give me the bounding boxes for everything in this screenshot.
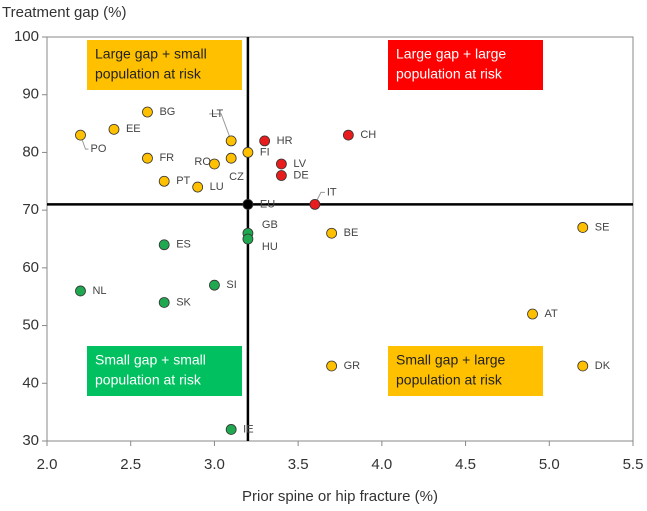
point bbox=[225, 424, 237, 435]
point bbox=[158, 239, 170, 251]
point-label: DE bbox=[293, 169, 308, 181]
point bbox=[326, 360, 338, 372]
y-tick-label: 100 bbox=[14, 28, 39, 45]
point-label: BE bbox=[344, 227, 359, 239]
point-label: GB bbox=[262, 219, 278, 231]
y-tick-label: 50 bbox=[22, 317, 39, 334]
quadrant-label: population at risk bbox=[396, 66, 503, 82]
point bbox=[577, 360, 589, 372]
point-label: DK bbox=[595, 360, 611, 372]
x-tick-label: 3.5 bbox=[288, 456, 309, 473]
quadrant-label: Small gap + large bbox=[396, 352, 506, 368]
x-tick-label: 2.5 bbox=[120, 456, 141, 473]
point bbox=[75, 285, 86, 297]
x-tick-label: 4.0 bbox=[371, 456, 392, 473]
point-label: SK bbox=[176, 296, 191, 308]
quadrant-box bbox=[388, 346, 543, 396]
point-label: IE bbox=[243, 423, 253, 435]
point bbox=[108, 123, 120, 135]
y-tick-label: 90 bbox=[22, 86, 39, 103]
y-tick-label: 30 bbox=[22, 432, 39, 449]
point bbox=[275, 158, 287, 170]
point bbox=[158, 175, 170, 187]
point bbox=[577, 222, 589, 233]
point bbox=[259, 135, 271, 147]
point bbox=[225, 135, 237, 147]
x-tick-label: 5.5 bbox=[623, 456, 644, 473]
y-axis-title: Treatment gap (%) bbox=[2, 4, 127, 21]
point-label: EU bbox=[260, 198, 275, 210]
label-leader bbox=[209, 113, 232, 142]
point bbox=[342, 129, 354, 141]
point bbox=[225, 152, 237, 164]
point-label: LT bbox=[211, 108, 223, 120]
x-tick-label: 2.0 bbox=[37, 456, 58, 473]
x-tick-label: 3.0 bbox=[204, 456, 225, 473]
point-label: HR bbox=[277, 135, 293, 147]
point-label: ES bbox=[176, 239, 191, 251]
point bbox=[326, 227, 338, 239]
point bbox=[242, 198, 254, 210]
point-label: LV bbox=[293, 158, 306, 170]
x-tick-label: 4.5 bbox=[455, 456, 476, 473]
point bbox=[75, 129, 86, 141]
point bbox=[192, 181, 204, 193]
quadrant-box bbox=[388, 40, 543, 90]
point bbox=[142, 106, 153, 118]
point-label: CZ bbox=[229, 171, 244, 183]
quadrant-label: Large gap + large bbox=[396, 46, 506, 62]
plot-frame bbox=[46, 36, 634, 442]
point bbox=[527, 308, 538, 320]
y-tick-label: 80 bbox=[22, 143, 39, 160]
point bbox=[158, 297, 170, 308]
y-tick-label: 40 bbox=[22, 374, 39, 391]
quadrant-label: Large gap + small bbox=[95, 46, 207, 62]
point-label: PT bbox=[176, 175, 190, 187]
quadrant-label: population at risk bbox=[396, 372, 503, 388]
point bbox=[242, 147, 254, 158]
point-label: GR bbox=[344, 360, 361, 372]
point-label: FR bbox=[159, 152, 174, 164]
point bbox=[209, 279, 220, 291]
point-label: EE bbox=[126, 123, 141, 135]
point-label: NL bbox=[92, 285, 106, 297]
quadrant-box bbox=[87, 346, 242, 396]
quadrant-box bbox=[87, 40, 242, 90]
quadrant-label: Small gap + small bbox=[95, 352, 206, 368]
point-label: RO bbox=[194, 156, 211, 168]
point-label: PO bbox=[90, 143, 106, 155]
point-label: FI bbox=[260, 146, 270, 158]
x-tick-label: 5.0 bbox=[539, 456, 560, 473]
y-tick-label: 70 bbox=[22, 201, 39, 218]
point-label: SI bbox=[226, 279, 236, 291]
point-label: BG bbox=[159, 106, 175, 118]
point-label: IT bbox=[327, 186, 337, 198]
point-label: LU bbox=[210, 181, 224, 193]
point-label: CH bbox=[360, 129, 376, 141]
point bbox=[309, 198, 321, 210]
quadrant-label: population at risk bbox=[95, 66, 202, 82]
point bbox=[209, 158, 220, 170]
y-tick-label: 60 bbox=[22, 259, 39, 276]
point bbox=[275, 170, 287, 181]
point bbox=[242, 233, 254, 245]
x-axis-title: Prior spine or hip fracture (%) bbox=[242, 488, 438, 505]
point-label: AT bbox=[545, 308, 559, 320]
point bbox=[142, 152, 153, 164]
point-label: HU bbox=[262, 241, 278, 253]
point-label: SE bbox=[595, 221, 610, 233]
quadrant-label: population at risk bbox=[95, 372, 202, 388]
